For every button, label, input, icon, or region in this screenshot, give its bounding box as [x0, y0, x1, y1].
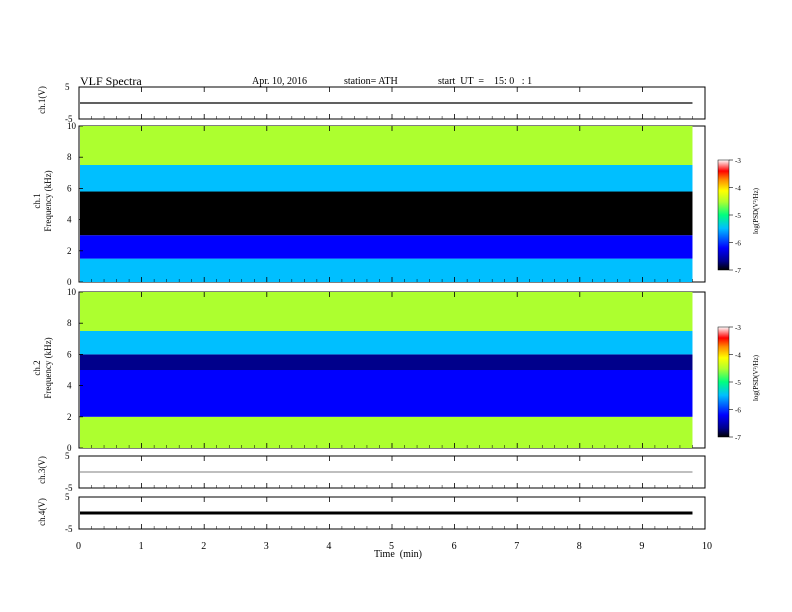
ch1-ytick-label: -5	[65, 114, 73, 124]
ch2-ytick-label: 6	[67, 349, 72, 359]
ch1-band-4	[80, 126, 693, 165]
station-label: station= ATH	[344, 76, 398, 87]
ch2-colorbar	[717, 326, 730, 438]
ch1-ytick-label: 4	[67, 215, 72, 225]
ch1-band-1	[80, 235, 693, 259]
ch1-ytick-label: 10	[67, 121, 77, 131]
ch1-cbar-tick-label: -4	[735, 185, 741, 193]
ch2-ytick-label: 4	[67, 381, 72, 391]
ch1-ytick-label: 0	[67, 277, 72, 287]
x-axis-label: Time (min)	[374, 549, 422, 560]
ch1-cbar-tick-label: -6	[735, 240, 741, 248]
ch1-cbar-tick-label: -7	[735, 267, 741, 275]
ch1-colorbar	[717, 159, 730, 271]
ch2-ytick-label: 2	[67, 412, 72, 422]
ch1-cbar-tick-label: -3	[735, 157, 741, 165]
ch3-ytick-label: -5	[65, 483, 73, 493]
ch1-band-2	[80, 191, 693, 236]
ch2-band-2	[80, 354, 693, 370]
ch1-band-0	[80, 258, 693, 282]
ch1-band-3	[80, 165, 693, 192]
ch1-ytick-label: 8	[67, 152, 72, 162]
ch2-band-1	[80, 370, 693, 417]
x-tick-label: 9	[639, 541, 644, 552]
ch2-band-4	[80, 292, 693, 331]
ch2-cbar-tick-label: -7	[735, 434, 741, 442]
ch4-ytick-label: 5	[65, 492, 70, 502]
ch2-cbar-tick-label: -3	[735, 324, 741, 332]
x-tick-label: 6	[452, 541, 457, 552]
x-tick-label: 8	[577, 541, 582, 552]
ch1-ytick-label: 2	[67, 246, 72, 256]
ch2-band-0	[80, 416, 693, 448]
ch1-cbar-tick-label: -5	[735, 212, 741, 220]
ch2-ytick-label: 0	[67, 443, 72, 453]
x-tick-label: 5	[389, 541, 394, 552]
ch1-ytick-label: 6	[67, 183, 72, 193]
x-tick-label: 4	[326, 541, 331, 552]
date-label: Apr. 10, 2016	[252, 76, 307, 87]
x-tick-label: 7	[514, 541, 519, 552]
x-tick-label: 0	[76, 541, 81, 552]
ch4-ytick-label: -5	[65, 524, 73, 534]
x-tick-label: 10	[702, 541, 712, 552]
x-tick-label: 2	[201, 541, 206, 552]
x-tick-label: 3	[264, 541, 269, 552]
ch2-ytick-label: 10	[67, 287, 77, 297]
x-tick-label: 1	[139, 541, 144, 552]
ch2-cbar-tick-label: -4	[735, 352, 741, 360]
ch2-band-3	[80, 331, 693, 355]
ch2-cbar-tick-label: -5	[735, 379, 741, 387]
chart-title: VLF Spectra	[80, 74, 142, 88]
ch1-ytick-label: 5	[65, 82, 70, 92]
ch2-ytick-label: 8	[67, 318, 72, 328]
ch3-ytick-label: 5	[65, 451, 70, 461]
ch2-cbar-tick-label: -6	[735, 407, 741, 415]
start-time-label: start UT = 15: 0 : 1	[438, 76, 533, 87]
